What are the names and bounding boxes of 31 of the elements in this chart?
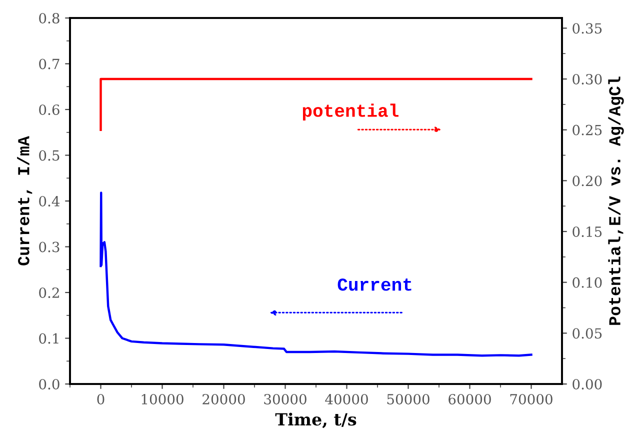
x-tick-label: 0 bbox=[97, 394, 104, 404]
y2-axis-title: Potential,E/V vs. Ag/AgCl bbox=[608, 76, 624, 325]
y-axis-title: Current, I/mA bbox=[17, 136, 32, 266]
x-tick-label: 40000 bbox=[325, 394, 368, 404]
series-label: potential bbox=[302, 104, 398, 120]
x-tick-label: 50000 bbox=[387, 394, 430, 404]
line-series bbox=[100, 192, 532, 357]
y2-tick-label: 0.25 bbox=[572, 124, 602, 136]
x-tick-label: 20000 bbox=[202, 394, 245, 404]
y-tick-label: 0.4 bbox=[39, 196, 60, 206]
y2-tick-label: 0.00 bbox=[572, 378, 602, 390]
x-tick-label: 70000 bbox=[510, 394, 552, 404]
y2-tick-label: 0.15 bbox=[572, 226, 602, 237]
y-tick-label: 0.5 bbox=[39, 150, 60, 161]
x-tick-label: 30000 bbox=[264, 394, 306, 404]
y-tick-label: 0.1 bbox=[39, 333, 58, 344]
y-tick-label: 0.8 bbox=[39, 12, 60, 24]
x-tick-label: 60000 bbox=[448, 394, 491, 404]
x-tick-label: 10000 bbox=[142, 394, 184, 404]
y2-tick-label: 0.35 bbox=[572, 23, 602, 34]
y2-tick-label: 0.05 bbox=[572, 328, 602, 339]
y-tick-label: 0.6 bbox=[39, 104, 60, 115]
x-axis-title: Time, t/s bbox=[275, 412, 356, 428]
y2-tick-label: 0.10 bbox=[572, 277, 602, 288]
y2-tick-label: 0.20 bbox=[572, 176, 602, 186]
y-tick-label: 0.2 bbox=[39, 287, 59, 298]
y2-tick-label: 0.30 bbox=[572, 74, 602, 84]
y-tick-label: 0.0 bbox=[39, 378, 60, 390]
text: Current bbox=[338, 278, 412, 291]
y-tick-label: 0.7 bbox=[39, 58, 60, 70]
y-tick-label: 0.3 bbox=[39, 242, 60, 252]
